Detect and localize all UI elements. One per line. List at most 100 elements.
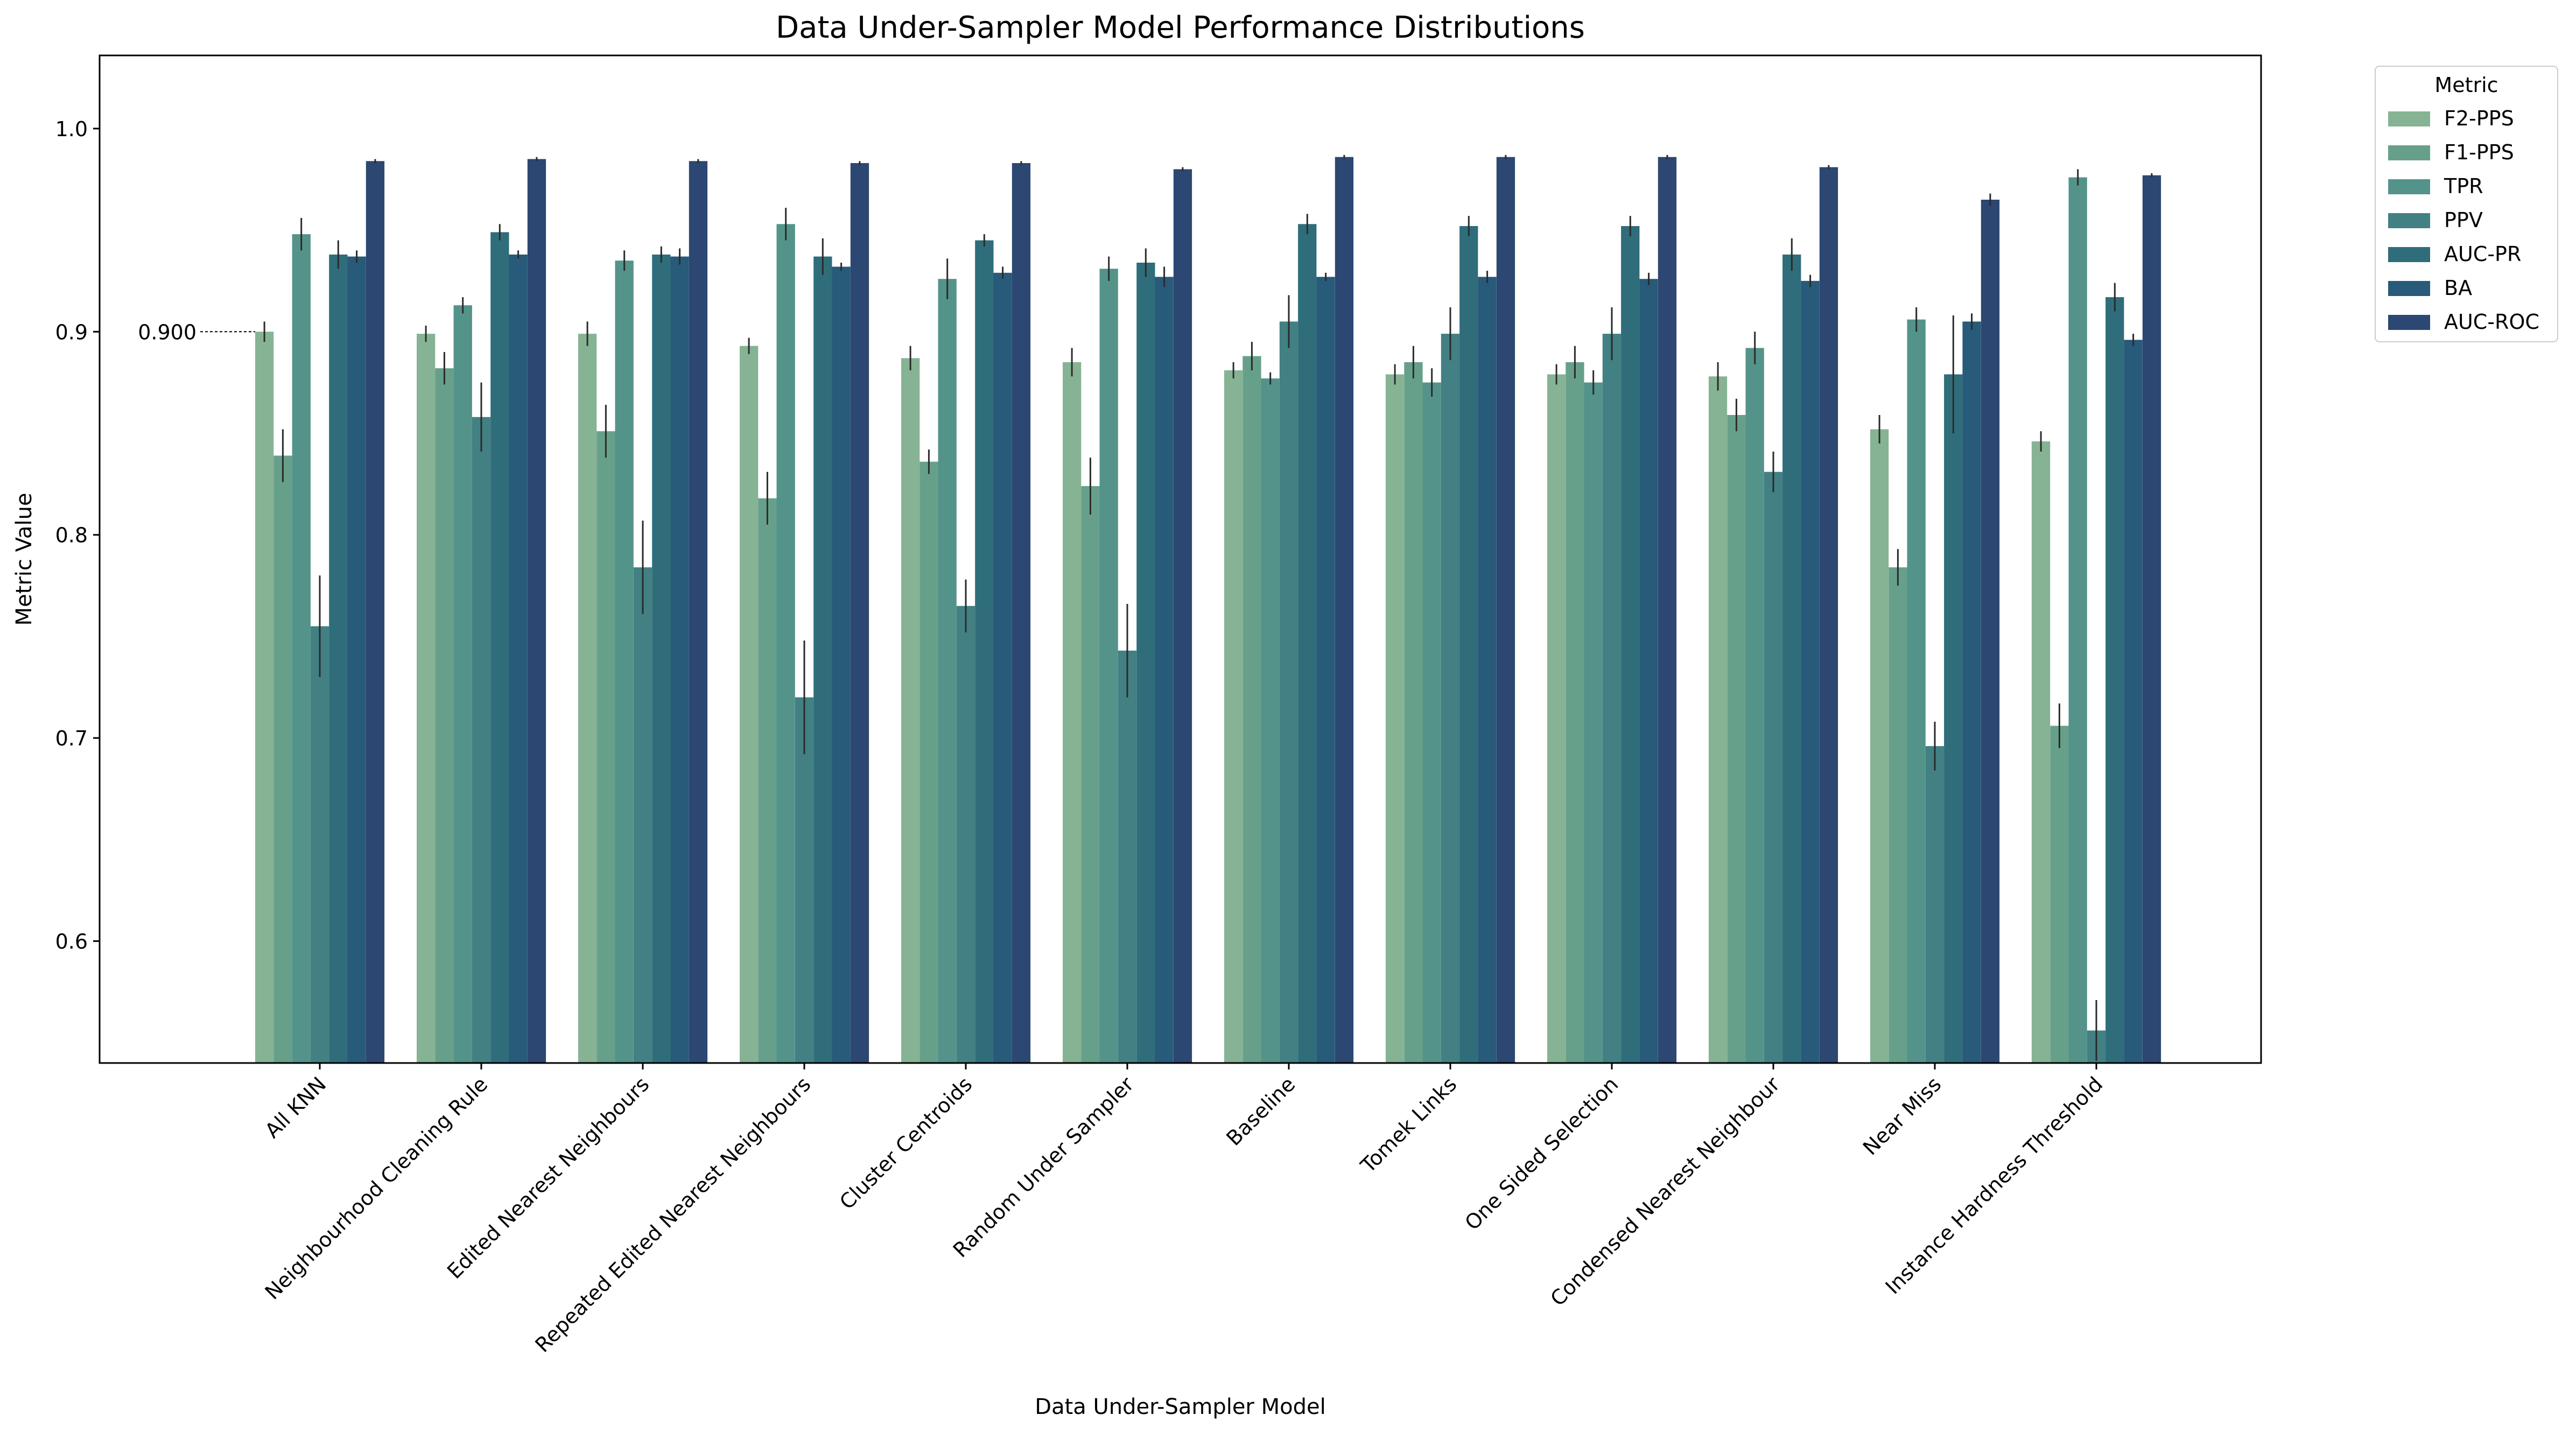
bar (1889, 567, 1907, 1063)
bar (2124, 340, 2143, 1063)
bar (527, 159, 546, 1063)
bar (435, 368, 454, 1064)
legend-swatch-ppv (2388, 213, 2430, 228)
bar (255, 332, 274, 1063)
bar (1727, 415, 1746, 1063)
plot-area: 0.900 (138, 154, 2161, 1064)
chart-title: Data Under-Sampler Model Performance Dis… (776, 10, 1585, 45)
bar-series-ppv (310, 295, 2106, 1064)
bar (1566, 362, 1584, 1063)
legend: Metric F2-PPS F1-PPS TPR PPV AUC-PR BA AUC-ROC (2375, 66, 2558, 342)
bar (1819, 167, 1838, 1064)
plot-frame (99, 54, 2262, 1064)
bar (1602, 334, 1622, 1063)
bar (2142, 175, 2161, 1064)
bar (578, 334, 597, 1063)
y-axis: 0.6 0.7 0.8 0.9 1.0 (55, 117, 100, 954)
bar (1316, 277, 1335, 1063)
bar (652, 254, 671, 1063)
bar (1981, 200, 2000, 1063)
bar (956, 606, 975, 1063)
bar (813, 256, 832, 1064)
bar (1118, 650, 1137, 1063)
bar (1658, 157, 1677, 1064)
bar (1243, 356, 1261, 1063)
bar-series-auc-pr (329, 214, 2124, 1064)
bar (633, 567, 652, 1063)
bar (347, 256, 366, 1064)
bar (975, 240, 994, 1063)
bar (776, 224, 795, 1063)
y-tick-label: 0.6 (55, 930, 88, 954)
legend-swatch-f1-pps (2388, 145, 2430, 160)
legend-label-ba: BA (2444, 276, 2472, 300)
bar (1441, 334, 1460, 1063)
bar (670, 256, 689, 1064)
y-tick-label: 0.8 (55, 524, 88, 547)
legend-swatch-auc-pr (2388, 247, 2430, 262)
y-tick-label: 1.0 (55, 117, 88, 141)
bar (310, 626, 329, 1063)
bar (490, 232, 509, 1063)
legend-label-auc-pr: AUC-PR (2444, 242, 2521, 266)
bar (920, 461, 938, 1063)
bar (596, 431, 615, 1064)
bar (615, 261, 634, 1064)
bar (832, 266, 851, 1063)
bar (795, 697, 814, 1063)
bar (366, 161, 385, 1063)
bar (1925, 746, 1945, 1063)
bar (938, 279, 957, 1064)
legend-title: Metric (2434, 73, 2498, 97)
bar (1496, 157, 1515, 1064)
bar (1584, 382, 1603, 1063)
bar-series-f2-pps (255, 321, 2051, 1064)
bar (2031, 441, 2051, 1063)
bar (740, 346, 759, 1064)
bar (901, 358, 920, 1063)
bar (1764, 471, 1783, 1064)
bar (1298, 224, 1317, 1063)
x-axis-label: Data Under-Sampler Model (1035, 1395, 1325, 1419)
bar (850, 163, 869, 1063)
bar (1385, 374, 1405, 1063)
bar (1012, 163, 1031, 1063)
bar (1870, 429, 1889, 1063)
bar (453, 305, 472, 1064)
bar (2105, 297, 2124, 1063)
bar (1801, 280, 1820, 1063)
bar (689, 161, 708, 1063)
bar (1422, 382, 1441, 1063)
bar (1335, 157, 1354, 1064)
reference-line-label: 0.900 (138, 320, 196, 344)
legend-label-ppv: PPV (2444, 208, 2483, 232)
bar (1907, 319, 1926, 1063)
bar (758, 498, 777, 1063)
y-tick-label: 0.7 (55, 727, 88, 750)
bar (509, 254, 528, 1063)
bar (1962, 321, 1981, 1063)
bar (2050, 726, 2069, 1063)
legend-label-f1-pps: F1-PPS (2444, 140, 2514, 164)
bar (1261, 378, 1280, 1063)
legend-swatch-f2-pps (2388, 111, 2430, 126)
legend-label-tpr: TPR (2444, 174, 2483, 198)
bar-series-ba (347, 248, 2143, 1064)
legend-swatch-auc-roc (2388, 315, 2430, 330)
bar (329, 254, 348, 1063)
legend-box (2375, 66, 2558, 342)
bar (1173, 169, 1192, 1063)
bar (1478, 277, 1497, 1063)
bar (1459, 226, 1478, 1063)
bar (1099, 269, 1118, 1063)
bar (1155, 277, 1174, 1063)
bar (1639, 279, 1658, 1064)
bar (1063, 362, 1082, 1063)
bar (1224, 370, 1243, 1063)
bar (292, 234, 311, 1064)
legend-swatch-tpr (2388, 179, 2430, 194)
y-axis-label: Metric Value (12, 493, 37, 626)
bar (1404, 362, 1423, 1063)
bar (993, 272, 1012, 1063)
bar-series-auc-roc (366, 154, 2161, 1064)
